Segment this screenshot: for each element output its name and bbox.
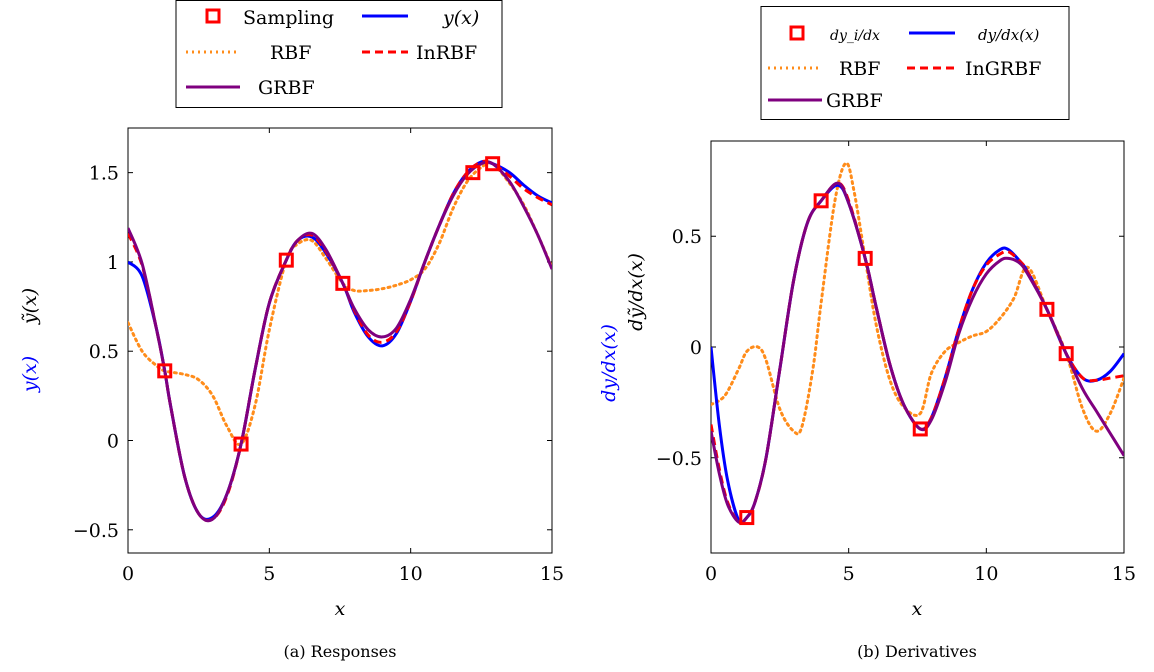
series-rbf-line [711,161,1124,436]
sampling-point [813,193,829,209]
x-tick-label: 15 [1112,563,1136,585]
ylabel-approx-b: dỹ/dx(x) [625,253,647,331]
legend-true-label: y(x) [442,7,479,29]
y-tick-label: 0 [690,337,702,359]
sampling-point [1058,346,1074,362]
sampling-point [912,421,928,437]
sampling-point [857,250,873,266]
ylabel-true: y(x) [19,356,41,393]
series-true-line [128,159,552,521]
legend-sampling-label: Sampling [243,7,334,29]
responses-xlabel: x [335,598,346,620]
responses-panel: Sampling y(x) RBF InRBF GRBF y(x) ỹ(x) 0… [19,0,564,661]
sampling-point [233,436,249,452]
sampling-point [335,275,351,291]
legend-true-label-b: dy/dx(x) [978,26,1040,44]
series-rbf-line [128,161,552,447]
x-tick-label: 0 [122,563,134,585]
sampling-point [157,363,173,379]
legend-sampling-label-b: dy_i/dx [830,28,880,44]
x-tick-label: 10 [974,563,998,585]
ylabel-approx: ỹ(x) [19,288,41,325]
x-tick-label: 0 [705,563,717,585]
y-tick-label: 0.5 [672,226,702,248]
series-inrbf-line [128,159,552,523]
y-tick-label: 1 [107,252,119,274]
responses-plot-frame [127,127,553,554]
legend-rbf-label: RBF [270,42,311,64]
series-inrbf-line [711,181,1124,525]
legend-rbf-label-b: RBF [839,58,880,80]
derivatives-panel: dy_i/dx dy/dx(x) RBF InGRBF GRBF dy/dx(x… [598,6,1136,661]
legend-sampling-marker-b [789,25,805,41]
sampling-point [278,252,294,268]
derivatives-ylabel: dy/dx(x) dỹ/dx(x) [598,253,647,402]
legend-grbf-label-b: GRBF [826,90,883,112]
sampling-point [485,156,501,172]
responses-legend: Sampling y(x) RBF InRBF GRBF [175,0,503,108]
ylabel-true-b: dy/dx(x) [598,324,620,402]
x-tick-label: 5 [263,563,275,585]
legend-sampling-marker [205,8,221,24]
series-grbf-line [128,160,552,523]
y-tick-label: −0.5 [656,448,702,470]
sampling-point [465,165,481,181]
series-true-line [711,183,1124,525]
legend-inrbf-label-b: InGRBF [965,58,1041,80]
derivatives-caption: (b) Derivatives [857,642,977,661]
y-tick-label: 0.5 [89,341,119,363]
legend-grbf-label: GRBF [258,77,315,99]
y-tick-label: −0.5 [73,520,119,542]
derivatives-xlabel: x [912,598,923,620]
y-tick-label: 1.5 [89,163,119,185]
sampling-point [1039,301,1055,317]
legend-inrbf-label: InRBF [416,42,477,64]
y-tick-label: 0 [107,431,119,453]
x-tick-label: 15 [540,563,564,585]
sampling-point [739,510,755,526]
series-grbf-line [711,181,1124,525]
responses-caption: (a) Responses [284,642,397,661]
responses-ylabel: y(x) ỹ(x) [19,288,41,393]
x-tick-label: 5 [843,563,855,585]
derivatives-legend: dy_i/dx dy/dx(x) RBF InGRBF GRBF [760,6,1070,120]
x-tick-label: 10 [399,563,423,585]
